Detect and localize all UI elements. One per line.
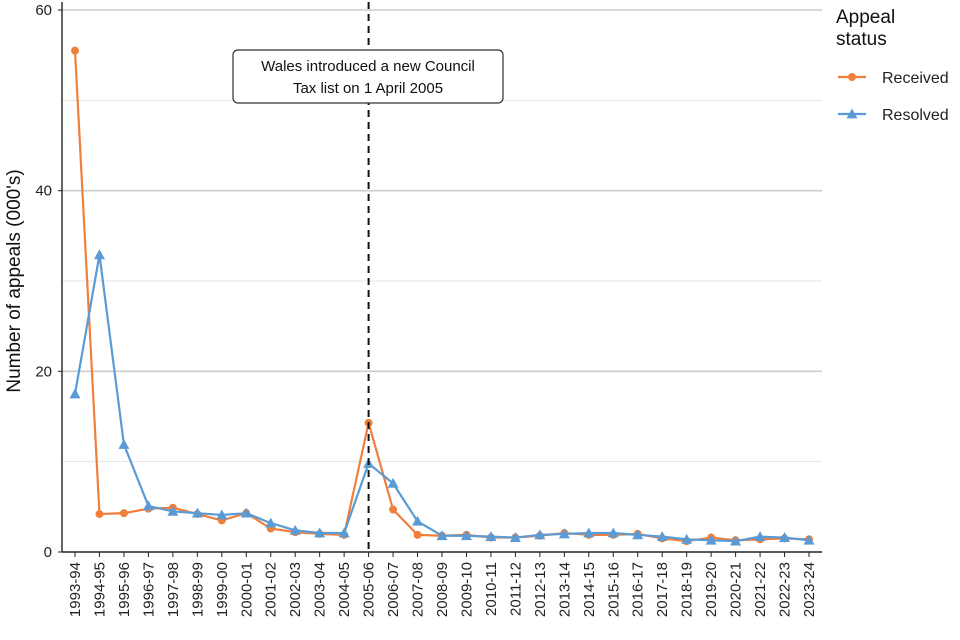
- x-tick-label: 1998-99: [189, 562, 206, 617]
- x-tick-label: 2002-03: [287, 562, 304, 617]
- y-tick-label: 60: [35, 2, 52, 19]
- x-tick-label: 2018-19: [679, 562, 696, 617]
- x-tick-label: 2021-22: [752, 562, 769, 617]
- series-lines: [69, 46, 815, 546]
- x-tick-label: 1995-96: [116, 562, 133, 617]
- x-tick-label: 2005-06: [361, 562, 378, 617]
- received-data-point: [71, 46, 79, 55]
- x-tick-label: 2000-01: [238, 562, 255, 617]
- legend-title-line1: Appeal: [836, 7, 895, 28]
- resolved-data-point: [338, 527, 350, 538]
- received-data-point: [413, 530, 422, 539]
- received-data-point: [389, 505, 398, 514]
- annotation-text-line1: Wales introduced a new Council: [261, 58, 475, 75]
- resolved-data-point: [387, 477, 399, 488]
- resolved-data-point: [803, 534, 815, 545]
- legend-received-marker: [848, 73, 856, 81]
- annotation: Wales introduced a new Council Tax list o…: [232, 2, 504, 552]
- resolved-data-point: [436, 530, 448, 541]
- resolved-data-point: [534, 529, 546, 540]
- x-tick-label: 2009-10: [458, 562, 475, 617]
- x-tick-label: 2014-15: [581, 562, 598, 617]
- resolved-data-point: [240, 507, 252, 518]
- resolved-data-point: [412, 515, 424, 526]
- resolved-data-point: [93, 249, 105, 260]
- resolved-data-point: [289, 524, 301, 535]
- x-tick-label: 1999-00: [214, 562, 231, 617]
- resolved-data-point: [216, 509, 228, 520]
- resolved-data-point: [656, 531, 668, 542]
- y-tick-label: 20: [35, 363, 52, 380]
- x-tick-label: 2015-16: [605, 562, 622, 617]
- legend-received-label: Received: [882, 70, 949, 87]
- resolved-data-point: [485, 531, 497, 542]
- legend-resolved-marker: [846, 108, 858, 119]
- x-tick-label: 2003-04: [312, 562, 329, 617]
- legend-resolved-label: Resolved: [882, 107, 949, 124]
- resolved-series-line: [73, 253, 810, 543]
- resolved-data-point: [558, 528, 570, 539]
- resolved-data-point: [730, 535, 742, 546]
- x-tick-label: 2022-23: [777, 562, 794, 617]
- resolved-data-point: [681, 533, 693, 544]
- resolved-data-point: [69, 388, 81, 399]
- axes: 0 20 40 60 1993-94 1994-95 1995-96 1996-97 1997-…: [4, 2, 822, 617]
- resolved-data-point: [191, 507, 203, 518]
- resolved-data-point: [167, 505, 179, 516]
- x-tick-label: 2011-12: [507, 562, 524, 616]
- x-tick-label: 1996-97: [140, 562, 157, 617]
- x-tick-label: 2001-02: [263, 562, 280, 617]
- resolved-data-point: [779, 532, 791, 542]
- x-tick-label: 1993-94: [67, 562, 84, 617]
- x-tick-label: 2008-09: [434, 562, 451, 617]
- x-tick-label: 2013-14: [556, 562, 573, 617]
- x-tick-label: 2010-11: [483, 562, 500, 616]
- resolved-data-point: [118, 439, 130, 449]
- resolved-data-point: [607, 527, 619, 538]
- x-tick-label: 1994-95: [91, 562, 108, 617]
- resolved-data-point: [705, 534, 717, 545]
- annotation-box: [232, 49, 504, 104]
- resolved-data-point: [632, 529, 644, 540]
- x-tick-label: 2023-24: [801, 562, 818, 617]
- x-tick-label: 2007-08: [410, 562, 427, 617]
- resolved-data-point: [142, 500, 154, 511]
- x-tick-label: 2004-05: [336, 562, 353, 617]
- y-tick-label: 0: [44, 544, 52, 561]
- resolved-data-point: [265, 517, 277, 528]
- resolved-data-point: [509, 532, 521, 542]
- x-tick-label: 1997-98: [165, 562, 182, 617]
- y-axis-title: Number of appeals (000's): [4, 169, 25, 392]
- resolved-data-point: [460, 530, 472, 541]
- resolved-data-point: [583, 527, 595, 538]
- received-series-line: [73, 50, 810, 543]
- x-tick-label: 2016-17: [630, 562, 647, 617]
- received-data-point: [95, 510, 104, 519]
- y-tick-label: 40: [35, 183, 52, 200]
- received-data-point: [119, 509, 128, 518]
- x-tick-label: 2017-18: [654, 562, 671, 617]
- legend-title-line2: status: [836, 29, 887, 50]
- annotation-text-line2: Tax list on 1 April 2005: [293, 80, 443, 97]
- x-tick-label: 2020-21: [728, 562, 745, 617]
- x-tick-label: 2012-13: [532, 562, 549, 617]
- resolved-data-point: [314, 527, 326, 538]
- resolved-data-point: [754, 531, 766, 542]
- x-tick-label: 2006-07: [385, 562, 402, 617]
- x-tick-label: 2019-20: [703, 562, 720, 617]
